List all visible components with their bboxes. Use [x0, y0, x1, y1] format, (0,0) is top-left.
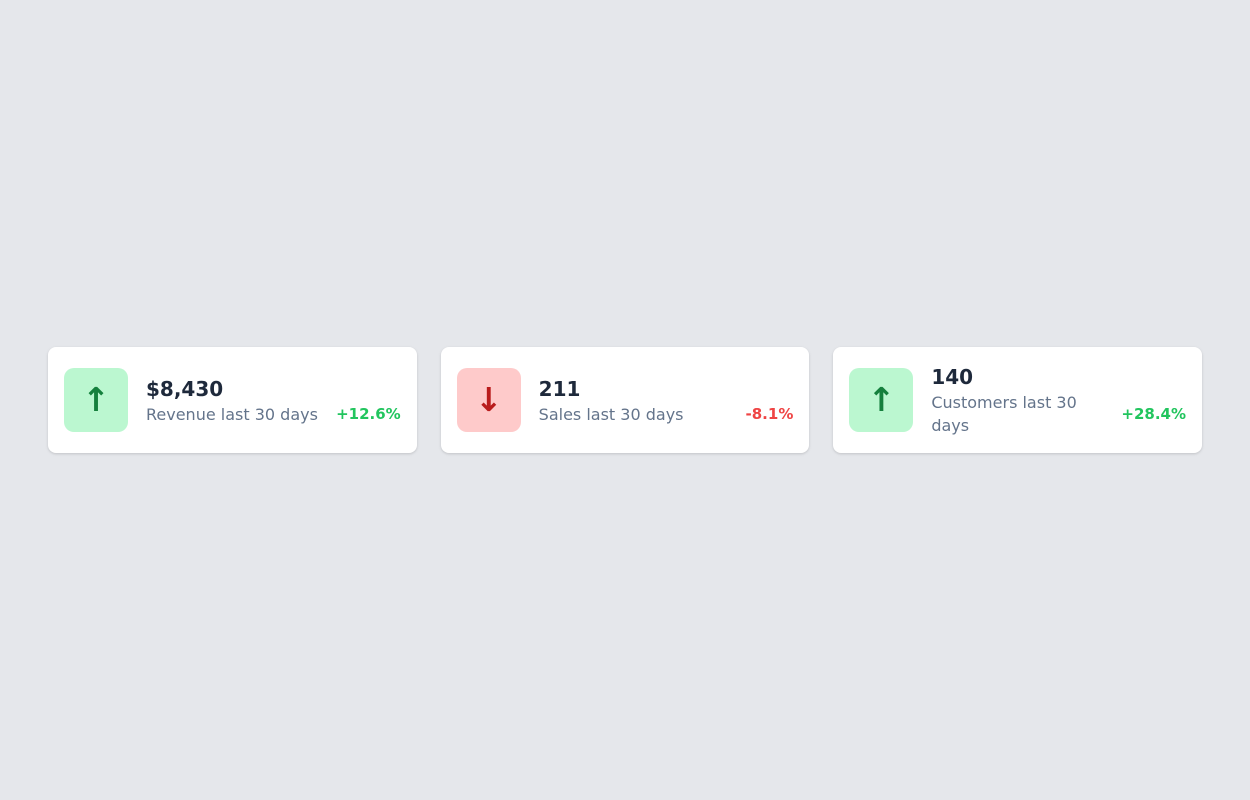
stat-card-revenue: ↑ $8,430 Revenue last 30 days +12.6%	[48, 347, 417, 453]
arrow-up-icon: ↑	[867, 379, 896, 419]
stat-value: $8,430	[146, 376, 224, 401]
stat-change-badge: +12.6%	[336, 405, 401, 423]
stat-card-customers: ↑ 140 Customers last 30 days +28.4%	[833, 347, 1203, 453]
stat-change-badge: -8.1%	[745, 405, 794, 423]
stat-value: 211	[538, 376, 581, 401]
arrow-up-icon: ↑	[82, 379, 110, 419]
stat-label-row: Sales last 30 days -8.1%	[539, 403, 794, 426]
stats-row: ↑ $8,430 Revenue last 30 days +12.6% ↓ 2…	[48, 347, 1203, 453]
stat-card-content: $8,430 Revenue last 30 days +12.6%	[146, 375, 401, 426]
stat-card-content: 211 Sales last 30 days -8.1%	[539, 375, 794, 426]
stat-card-sales: ↓ 211 Sales last 30 days -8.1%	[440, 347, 810, 453]
trend-icon-box: ↑	[849, 368, 914, 432]
stat-value: 140	[931, 365, 974, 389]
stat-change-badge: +28.4%	[1121, 405, 1187, 423]
stat-label: Sales last 30 days	[538, 404, 684, 424]
stat-card-content: 140 Customers last 30 days +28.4%	[931, 363, 1186, 437]
trend-icon-box: ↑	[64, 368, 128, 432]
trend-icon-box: ↓	[456, 368, 521, 432]
stat-label-row: Customers last 30 days +28.4%	[931, 391, 1186, 437]
stat-label: Revenue last 30 days	[146, 404, 318, 424]
stat-label-row: Revenue last 30 days +12.6%	[146, 403, 401, 426]
stat-label: Customers last 30 days	[931, 393, 1077, 435]
arrow-down-icon: ↓	[474, 379, 503, 419]
